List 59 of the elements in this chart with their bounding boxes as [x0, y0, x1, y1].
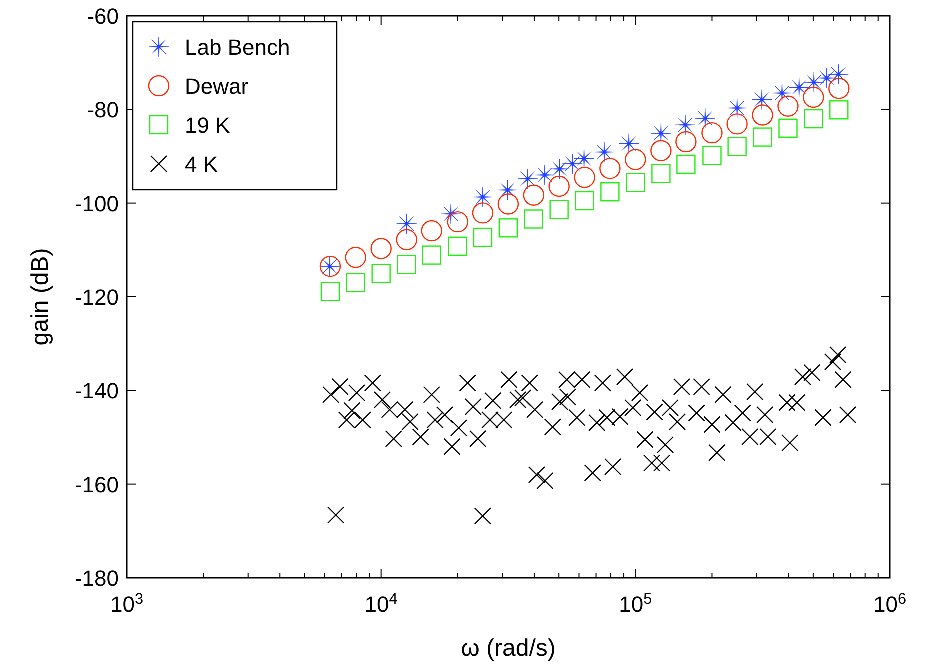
y-tick-label: -160 — [74, 472, 119, 498]
point — [396, 229, 418, 250]
x-tick-label: 10$^{6}$ — [873, 590, 907, 617]
legend-label: 19 K — [185, 113, 231, 138]
point — [650, 140, 672, 162]
point — [550, 200, 569, 220]
point — [447, 211, 468, 233]
point — [448, 236, 468, 256]
point — [728, 137, 747, 156]
point — [676, 131, 697, 153]
point — [702, 146, 722, 166]
point — [830, 100, 849, 120]
y-tick-label: -80 — [87, 98, 119, 123]
point — [345, 247, 366, 268]
point — [320, 282, 340, 302]
point — [600, 182, 620, 202]
point — [346, 273, 366, 293]
point — [524, 210, 544, 229]
x-tick-label: 10$^{4}$ — [364, 590, 398, 617]
point — [676, 154, 696, 174]
y-tick-label: -60 — [87, 4, 119, 29]
point — [828, 78, 850, 100]
point — [804, 72, 824, 93]
point — [778, 118, 798, 138]
point — [702, 122, 723, 144]
x-tick-label: 10$^{5}$ — [619, 590, 652, 617]
legend-label: 4 K — [185, 152, 218, 177]
point — [726, 114, 748, 135]
point — [575, 191, 594, 211]
point — [421, 220, 442, 242]
point — [652, 164, 671, 184]
point — [752, 104, 774, 126]
point — [422, 246, 442, 265]
point — [548, 176, 570, 198]
y-axis-title: gain (dB) — [27, 248, 54, 346]
y-tick-label: -140 — [74, 378, 119, 404]
point — [397, 255, 416, 274]
legend-label: Dewar — [185, 74, 249, 99]
point — [625, 149, 646, 170]
point — [473, 228, 493, 248]
y-tick-label: -100 — [74, 191, 119, 216]
point — [370, 238, 392, 260]
point — [523, 184, 545, 206]
point — [778, 96, 799, 117]
x-axis-title: ω (rad/s) — [461, 635, 556, 662]
point — [753, 128, 772, 147]
point — [372, 264, 391, 284]
point — [574, 166, 596, 188]
y-tick-label: -180 — [74, 566, 119, 591]
point — [472, 202, 494, 224]
y-tick-label: -120 — [74, 285, 119, 310]
point — [498, 194, 520, 215]
point — [626, 173, 646, 192]
legend-label: Lab Bench — [185, 35, 290, 60]
x-tick-label: 10$^{3}$ — [110, 590, 144, 617]
point — [804, 109, 824, 129]
point — [803, 86, 824, 108]
point — [600, 158, 621, 180]
point — [498, 218, 518, 238]
